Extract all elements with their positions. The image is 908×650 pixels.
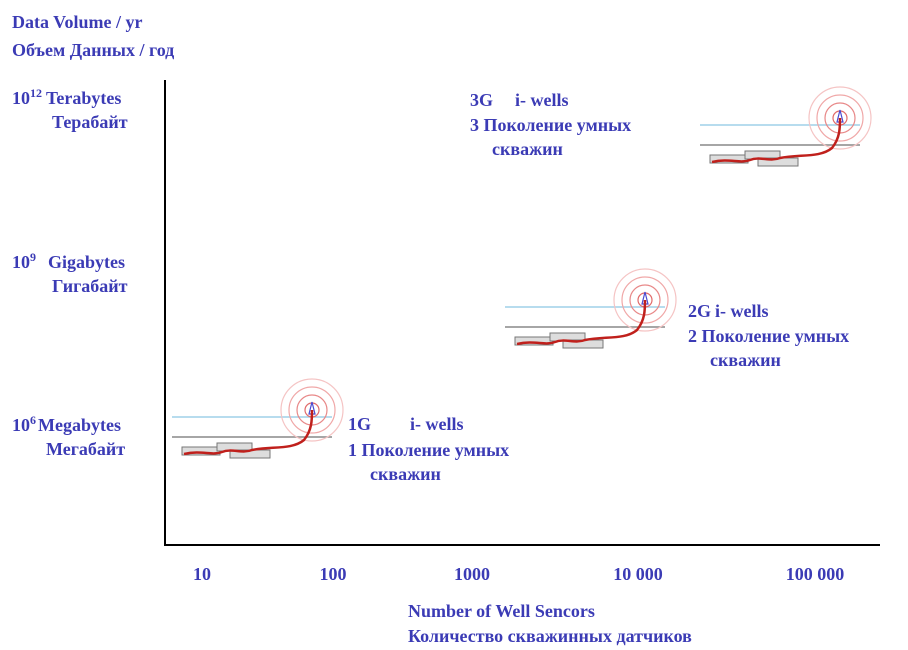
- x-tick-label: 1000: [454, 564, 490, 584]
- generation-name: i- wells: [715, 301, 769, 321]
- generation-name: i- wells: [410, 414, 464, 434]
- x-tick-label: 100 000: [786, 564, 845, 584]
- generation-code: 2G: [688, 301, 711, 321]
- generation-name: i- wells: [515, 90, 569, 110]
- generation-code: 3G: [470, 90, 493, 110]
- base: 10: [12, 252, 30, 272]
- x-axis-title-ru: Количество скважинных датчиков: [408, 626, 692, 646]
- exponent: 6: [30, 413, 36, 427]
- x-axis-title: Number of Well Sencors: [408, 601, 595, 621]
- x-tick-label: 10 000: [613, 564, 663, 584]
- y-level-label: 109 Gigabytes: [12, 250, 125, 272]
- well-icon: [700, 87, 871, 166]
- page: Data volume diagram html, body { margin:…: [0, 0, 908, 650]
- title-line: Data Volume / yr: [12, 12, 143, 32]
- y-level-label-ru: Гигабайт: [52, 276, 128, 296]
- label: Megabytes: [38, 415, 121, 435]
- generation-line: скважин: [492, 139, 563, 159]
- generation-line: скважин: [710, 350, 781, 370]
- x-tick-label: 100: [320, 564, 347, 584]
- exponent: 12: [30, 86, 42, 100]
- generation-line: 1 Поколение умных: [348, 440, 509, 460]
- generation-line: скважин: [370, 464, 441, 484]
- title-line: Объем Данных / год: [12, 40, 174, 60]
- x-tick-label: 10: [193, 564, 211, 584]
- exponent: 9: [30, 250, 36, 264]
- base: 10: [12, 415, 30, 435]
- base: 10: [12, 88, 30, 108]
- label: Gigabytes: [48, 252, 125, 272]
- diagram: Data Volume / yr Объем Данных / год 1012…: [0, 0, 908, 650]
- generation-line: 2 Поколение умных: [688, 326, 849, 346]
- well-icon: [172, 379, 343, 458]
- label: Terabytes: [46, 88, 121, 108]
- y-level-label-ru: Мегабайт: [46, 439, 125, 459]
- generation-line: 3 Поколение умных: [470, 115, 631, 135]
- well-icon: [505, 269, 676, 348]
- y-level-label-ru: Терабайт: [52, 112, 128, 132]
- generation-code: 1G: [348, 414, 371, 434]
- y-level-label: 1012 Terabytes: [12, 86, 121, 108]
- page-body: {"title": {"line1": "Data Volume / yr", …: [0, 0, 908, 650]
